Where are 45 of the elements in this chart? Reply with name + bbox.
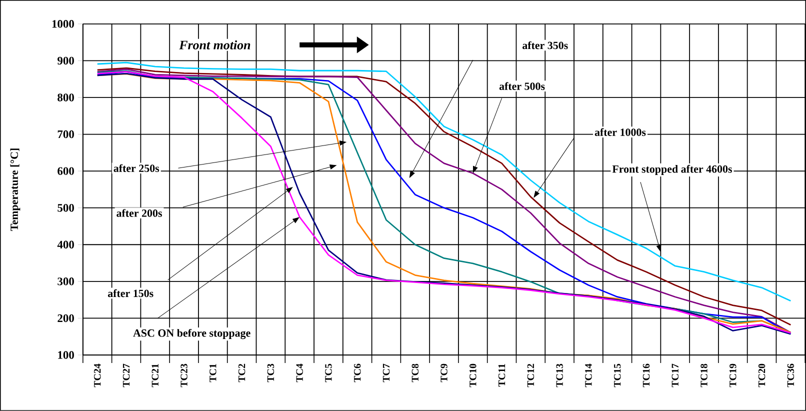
x-tick-label: TC6 bbox=[354, 364, 361, 382]
annotation: after 250s bbox=[114, 164, 160, 172]
annotation: Front motion bbox=[179, 40, 250, 50]
x-tick-label: TC5 bbox=[325, 364, 332, 382]
y-tick-label: 400 bbox=[57, 240, 74, 249]
annotation: Front stopped after 4600s bbox=[612, 164, 732, 176]
x-tick-label: TC17 bbox=[672, 364, 678, 388]
y-tick-label: 800 bbox=[58, 94, 74, 102]
x-tick-label: TC21 bbox=[152, 364, 158, 388]
x-tick-label: TC3 bbox=[267, 364, 274, 382]
y-tick-label: 200 bbox=[58, 314, 74, 322]
y-axis-title: Temperature [°C] bbox=[10, 148, 20, 231]
x-tick-label: TC11 bbox=[498, 364, 506, 387]
annotation: after 200s bbox=[116, 209, 162, 217]
annotation: after 150s bbox=[108, 289, 154, 298]
x-tick-label: TC23 bbox=[180, 364, 188, 388]
annotation: after 1000s bbox=[594, 128, 646, 136]
y-tick-label: 600 bbox=[58, 167, 74, 175]
x-tick-label: TC24 bbox=[94, 364, 101, 388]
y-tick-label: 900 bbox=[58, 56, 74, 65]
x-tick-label: TC15 bbox=[614, 364, 621, 388]
x-tick-label: TC8 bbox=[412, 364, 418, 382]
x-tick-label: TC7 bbox=[382, 364, 390, 382]
y-tick-label: 700 bbox=[58, 130, 74, 138]
x-tick-label: TC14 bbox=[585, 364, 592, 388]
x-tick-label: TC2 bbox=[238, 364, 246, 382]
x-tick-label: TC10 bbox=[470, 364, 476, 388]
x-tick-label: TC19 bbox=[730, 364, 736, 388]
x-tick-label: TC16 bbox=[642, 364, 650, 388]
annotation: ASC ON before stoppage bbox=[133, 329, 250, 340]
x-tick-label: TC9 bbox=[440, 364, 448, 382]
x-tick-label: TC13 bbox=[556, 364, 563, 388]
x-tick-label: TC12 bbox=[527, 364, 534, 388]
annotation: after 500s bbox=[499, 82, 545, 90]
x-tick-label: TC1 bbox=[210, 364, 216, 382]
x-tick-label: TC20 bbox=[758, 364, 766, 388]
y-tick-label: 100 bbox=[58, 351, 74, 359]
y-tick-label: 500 bbox=[58, 204, 74, 212]
x-tick-label: TC27 bbox=[122, 364, 130, 388]
y-tick-label: 300 bbox=[58, 278, 74, 286]
y-tick-label: 1000 bbox=[52, 20, 74, 28]
annotation: after 350s bbox=[522, 41, 568, 50]
x-tick-label: TC18 bbox=[700, 364, 708, 388]
x-tick-label: TC4 bbox=[296, 364, 303, 382]
x-tick-label: TC36 bbox=[787, 364, 794, 388]
